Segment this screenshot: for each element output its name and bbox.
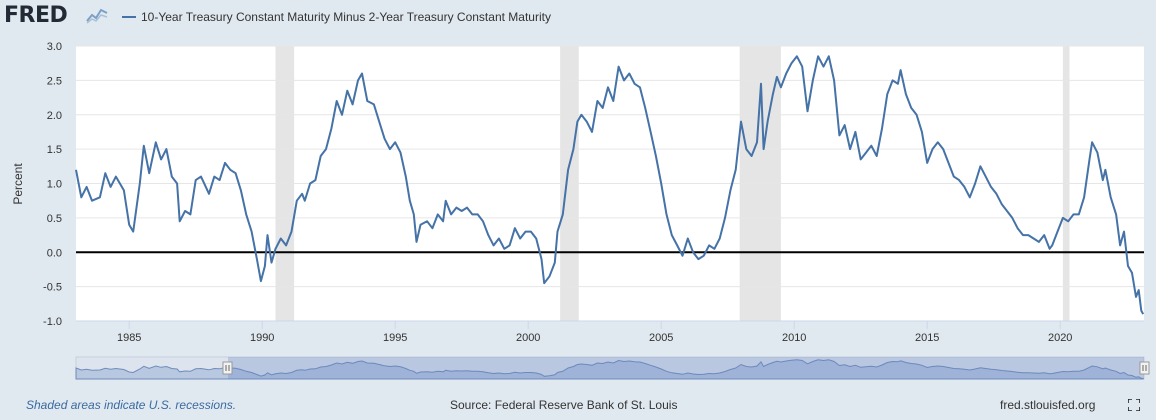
- y-axis-ticks: -1.0 -0.5 0.0 0.5 1.0 1.5 2.0 2.5 3.0: [43, 41, 62, 328]
- y-tick-label: 2.5: [47, 75, 62, 87]
- navigator-series-area: [75, 359, 1144, 380]
- fred-logo[interactable]: FRED: [4, 3, 68, 28]
- x-tick-label: 2015: [915, 332, 939, 344]
- legend-swatch: [122, 16, 136, 18]
- y-tick-label: -0.5: [43, 282, 62, 294]
- expand-icon[interactable]: [1128, 399, 1140, 411]
- y-tick-label: 3.0: [47, 41, 62, 53]
- legend-label[interactable]: 10-Year Treasury Constant Maturity Minus…: [141, 10, 551, 24]
- line-chart: -1.0-0.50.00.51.01.52.02.53.0 1985 1990 19…: [11, 41, 1150, 380]
- site-link[interactable]: fred.stlouisfed.org: [1000, 398, 1096, 412]
- x-axis-ticks: 1985 1990 1995 2000 2005 2010 2015 2020: [76, 320, 1144, 344]
- y-tick-label: 0.0: [47, 247, 62, 259]
- series-line-0[interactable]: [75, 55, 1145, 315]
- x-tick-label: 2000: [516, 332, 540, 344]
- x-tick-label: 1995: [383, 332, 407, 344]
- y-tick-label: 0.5: [47, 213, 62, 225]
- navigator-handle-left[interactable]: [222, 361, 233, 375]
- recession-note: Shaded areas indicate U.S. recessions.: [26, 398, 237, 412]
- range-navigator[interactable]: [75, 356, 1150, 380]
- y-axis-label: Percent: [11, 163, 25, 205]
- y-tick-label: 1.5: [47, 144, 62, 156]
- navigator-handle-right[interactable]: [1139, 361, 1150, 375]
- y-tick-label: 1.0: [47, 179, 62, 191]
- x-tick-label: 1990: [250, 332, 274, 344]
- series-layer: [75, 55, 1145, 315]
- x-tick-label: 2005: [649, 332, 673, 344]
- navigator-selection[interactable]: [228, 357, 1144, 379]
- chart-line-icon: [86, 6, 108, 24]
- x-tick-label: 1985: [117, 332, 141, 344]
- x-tick-label: 2020: [1048, 332, 1072, 344]
- chart-header: FRED 10-Year Treasury Constant Maturity …: [0, 0, 1156, 36]
- source-text: Source: Federal Reserve Bank of St. Loui…: [450, 398, 678, 412]
- y-tick-label: -1.0: [43, 316, 62, 328]
- y-tick-label: 2.0: [47, 110, 62, 122]
- x-tick-label: 2010: [782, 332, 806, 344]
